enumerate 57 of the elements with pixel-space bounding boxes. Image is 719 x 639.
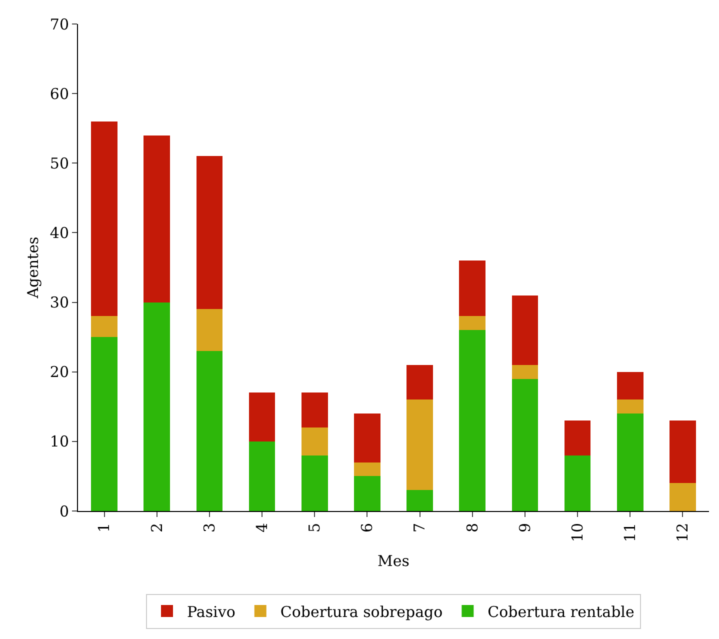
bar [91, 316, 118, 338]
x-tick-label: 9 [516, 523, 534, 533]
bar [564, 455, 591, 511]
bar [248, 441, 276, 511]
y-tick-label: 20 [50, 363, 69, 382]
bar [91, 121, 118, 316]
y-tick-label: 30 [50, 294, 69, 312]
bar [301, 428, 328, 456]
y-tick-label: 40 [50, 224, 69, 242]
bar [248, 392, 276, 442]
x-axis-title: Mes [378, 552, 410, 570]
bar [354, 462, 380, 476]
y-tick-label: 60 [50, 84, 69, 103]
bar [459, 330, 486, 511]
bar [512, 364, 538, 379]
bar [406, 490, 433, 511]
x-tick-label: 7 [410, 523, 429, 533]
bar [144, 135, 170, 302]
x-tick-label: 6 [358, 523, 376, 533]
bar [144, 302, 170, 511]
legend-label: Cobertura sobrepago [280, 602, 443, 621]
bar [196, 156, 223, 310]
bar [512, 378, 538, 511]
bar [406, 400, 433, 490]
bar [512, 295, 538, 365]
bar [616, 414, 644, 511]
bar [354, 476, 380, 511]
x-tick-label: 3 [200, 523, 218, 533]
x-tick-label: 12 [674, 523, 692, 542]
x-tick-label: 8 [463, 523, 482, 533]
x-tick-label: 4 [252, 523, 271, 533]
bar [670, 483, 696, 511]
x-tick-label: 2 [148, 523, 166, 533]
bar [196, 309, 223, 351]
bar [406, 364, 433, 400]
bar [564, 420, 591, 456]
y-axis-title: Agentes [24, 236, 42, 300]
legend-label: Cobertura rentable [488, 602, 634, 621]
bar [301, 392, 328, 428]
x-tick-label: 5 [306, 523, 324, 533]
y-tick-label: 50 [50, 154, 69, 172]
bar [196, 350, 223, 511]
bar [670, 420, 696, 484]
bar [616, 372, 644, 400]
bar [301, 455, 328, 511]
legend-label: Pasivo [187, 602, 236, 621]
x-tick-label: 11 [621, 523, 640, 542]
y-tick-label: 70 [50, 15, 69, 34]
bar [354, 414, 380, 462]
x-tick-label: 10 [568, 523, 586, 542]
x-tick-label: 1 [95, 523, 114, 533]
bar [91, 337, 118, 511]
y-tick-label: 0 [59, 502, 69, 520]
bar [616, 400, 644, 414]
bar [459, 260, 486, 316]
y-tick-label: 10 [50, 432, 69, 451]
bar [459, 316, 486, 330]
